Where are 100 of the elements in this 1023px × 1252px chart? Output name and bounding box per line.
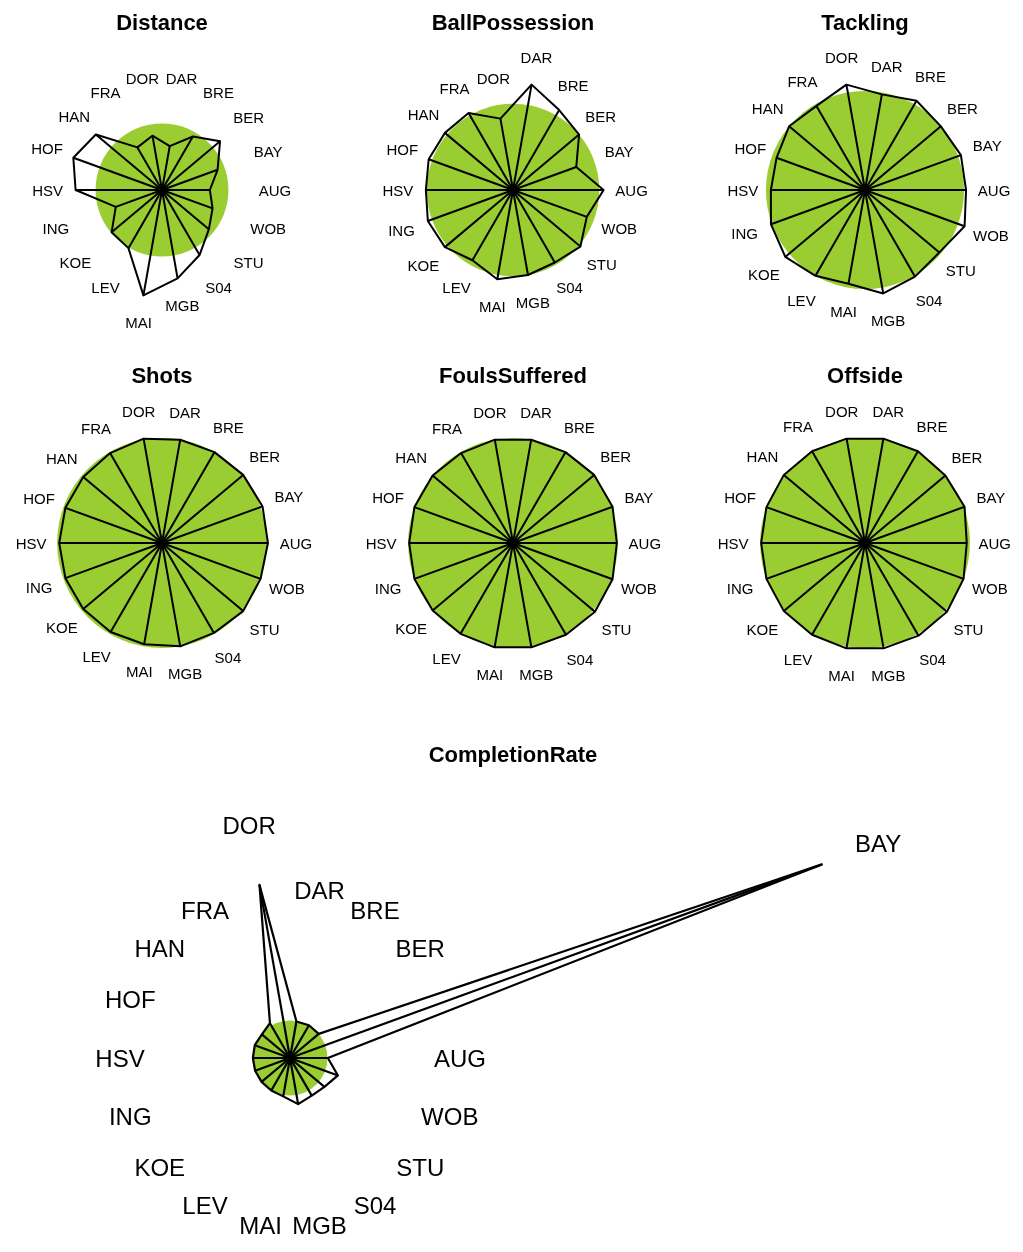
spoke-label: DOR bbox=[222, 812, 276, 840]
spoke-label: ING bbox=[42, 220, 70, 238]
chart-title: Distance bbox=[116, 10, 208, 35]
spoke-label: HOF bbox=[386, 141, 419, 159]
spoke-label: KOE bbox=[407, 256, 440, 274]
spoke-label: FRA bbox=[181, 897, 229, 925]
spoke-label: S04 bbox=[915, 292, 943, 310]
spoke-label: HSV bbox=[365, 534, 397, 552]
spoke-label: LEV bbox=[783, 650, 813, 668]
spoke-label: HSV bbox=[717, 534, 749, 552]
chart-title: FoulsSuffered bbox=[439, 363, 587, 388]
spoke-label: BRE bbox=[203, 83, 234, 101]
spoke-label: HSV bbox=[15, 534, 47, 552]
spoke-label: MAI bbox=[828, 667, 855, 685]
spoke-label: WOB bbox=[250, 220, 287, 238]
spoke-label: MAI bbox=[476, 666, 504, 684]
spoke-label: WOB bbox=[973, 227, 1009, 245]
spoke-label: DOR bbox=[824, 48, 859, 66]
spoke-label: LEV bbox=[82, 647, 111, 665]
spoke-label: WOB bbox=[421, 1102, 479, 1130]
spoke-label: LEV bbox=[91, 279, 120, 297]
spoke-label: MAI bbox=[479, 298, 506, 316]
spoke-label: BER bbox=[585, 108, 617, 126]
spoke-label: S04 bbox=[556, 279, 583, 297]
spoke-label: STU bbox=[249, 620, 280, 638]
spoke-label: BAY bbox=[253, 142, 283, 160]
spoke-label: WOB bbox=[601, 220, 638, 238]
spoke-label: FRA bbox=[81, 420, 112, 438]
spoke-label: AUG bbox=[433, 1044, 487, 1072]
spoke-label: BAY bbox=[855, 830, 902, 858]
spoke-label: BAY bbox=[274, 488, 304, 506]
spoke-label: KOE bbox=[45, 618, 78, 636]
chart-title: CompletionRate bbox=[428, 742, 598, 767]
spoke-label: MAI bbox=[830, 302, 857, 320]
spoke-label: S04 bbox=[566, 650, 594, 668]
spoke-label: BER bbox=[249, 448, 281, 466]
spoke-label: DAR bbox=[520, 48, 553, 66]
spoke-label: DOR bbox=[825, 402, 859, 420]
spoke-label: BER bbox=[600, 448, 632, 466]
spoke-label: AUG bbox=[628, 534, 662, 552]
spoke-label: DOR bbox=[122, 402, 156, 420]
spoke-label: HOF bbox=[31, 139, 63, 157]
spoke-label: AUG bbox=[977, 181, 1011, 199]
spoke-label: HSV bbox=[95, 1044, 145, 1072]
spoke-label: HAN bbox=[746, 448, 779, 466]
spoke-label: BRE bbox=[557, 77, 589, 95]
spoke-label: HOF bbox=[372, 489, 404, 507]
spoke-label: WOB bbox=[268, 579, 305, 597]
spoke-label: LEV bbox=[442, 279, 471, 297]
spoke-label: ING bbox=[25, 579, 53, 597]
spoke-label: STU bbox=[233, 254, 264, 272]
spoke-label: HSV bbox=[382, 181, 414, 199]
spoke-label: FRA bbox=[432, 420, 463, 438]
spoke-label: KOE bbox=[59, 254, 92, 272]
spoke-label: KOE bbox=[134, 1153, 186, 1181]
spoke-label: MGB bbox=[292, 1211, 347, 1239]
spoke-label: HOF bbox=[734, 139, 767, 157]
spoke-label: HAN bbox=[751, 99, 784, 117]
spoke-label: ING bbox=[388, 222, 415, 240]
spoke-label: BER bbox=[951, 449, 983, 467]
spoke-label: BRE bbox=[916, 418, 948, 436]
spoke-label: KOE bbox=[746, 620, 779, 638]
spoke-label: FRA bbox=[439, 80, 470, 98]
spoke-label: MGB bbox=[871, 667, 906, 685]
spoke-label: KOE bbox=[395, 619, 428, 637]
spoke-label: FRA bbox=[787, 73, 818, 91]
spoke-label: HOF bbox=[23, 489, 55, 507]
spoke-label: DAR bbox=[294, 877, 345, 905]
spoke-label: FRA bbox=[90, 83, 121, 101]
spoke-label: DAR bbox=[870, 58, 903, 76]
spoke-label: ING bbox=[374, 579, 402, 597]
spoke-label: BAY bbox=[976, 488, 1006, 506]
spoke-label: MGB bbox=[167, 665, 203, 683]
spoke-label: S04 bbox=[353, 1191, 397, 1219]
spoke-label: LEV bbox=[182, 1191, 228, 1219]
spoke-label: BAY bbox=[624, 488, 654, 506]
spoke-label: HAN bbox=[45, 450, 78, 468]
spoke-label: DOR bbox=[476, 70, 511, 88]
spoke-label: BRE bbox=[915, 68, 946, 86]
spoke-label: BER bbox=[233, 108, 265, 126]
spoke-label: KOE bbox=[748, 266, 780, 284]
spoke-label: AUG bbox=[978, 534, 1012, 552]
spoke-label: S04 bbox=[205, 279, 232, 297]
spoke-label: MAI bbox=[125, 314, 152, 332]
spoke-label: LEV bbox=[787, 291, 816, 309]
chart-title: Offside bbox=[827, 363, 903, 388]
chart-title: Shots bbox=[131, 363, 193, 388]
spoke-label: HAN bbox=[134, 935, 186, 963]
spoke-label: BRE bbox=[564, 419, 595, 437]
spoke-label: MGB bbox=[515, 294, 550, 312]
spoke-label: AUG bbox=[615, 181, 648, 199]
spoke-label: AUG bbox=[279, 534, 313, 552]
spoke-label: WOB bbox=[971, 579, 1008, 597]
spoke-label: HSV bbox=[727, 181, 759, 199]
spoke-label: AUG bbox=[258, 181, 292, 199]
spoke-label: STU bbox=[586, 256, 617, 274]
spoke-label: HSV bbox=[32, 181, 64, 199]
spoke-label: BAY bbox=[604, 142, 634, 160]
spoke-label: DOR bbox=[473, 403, 507, 421]
spoke-label: STU bbox=[396, 1153, 445, 1181]
